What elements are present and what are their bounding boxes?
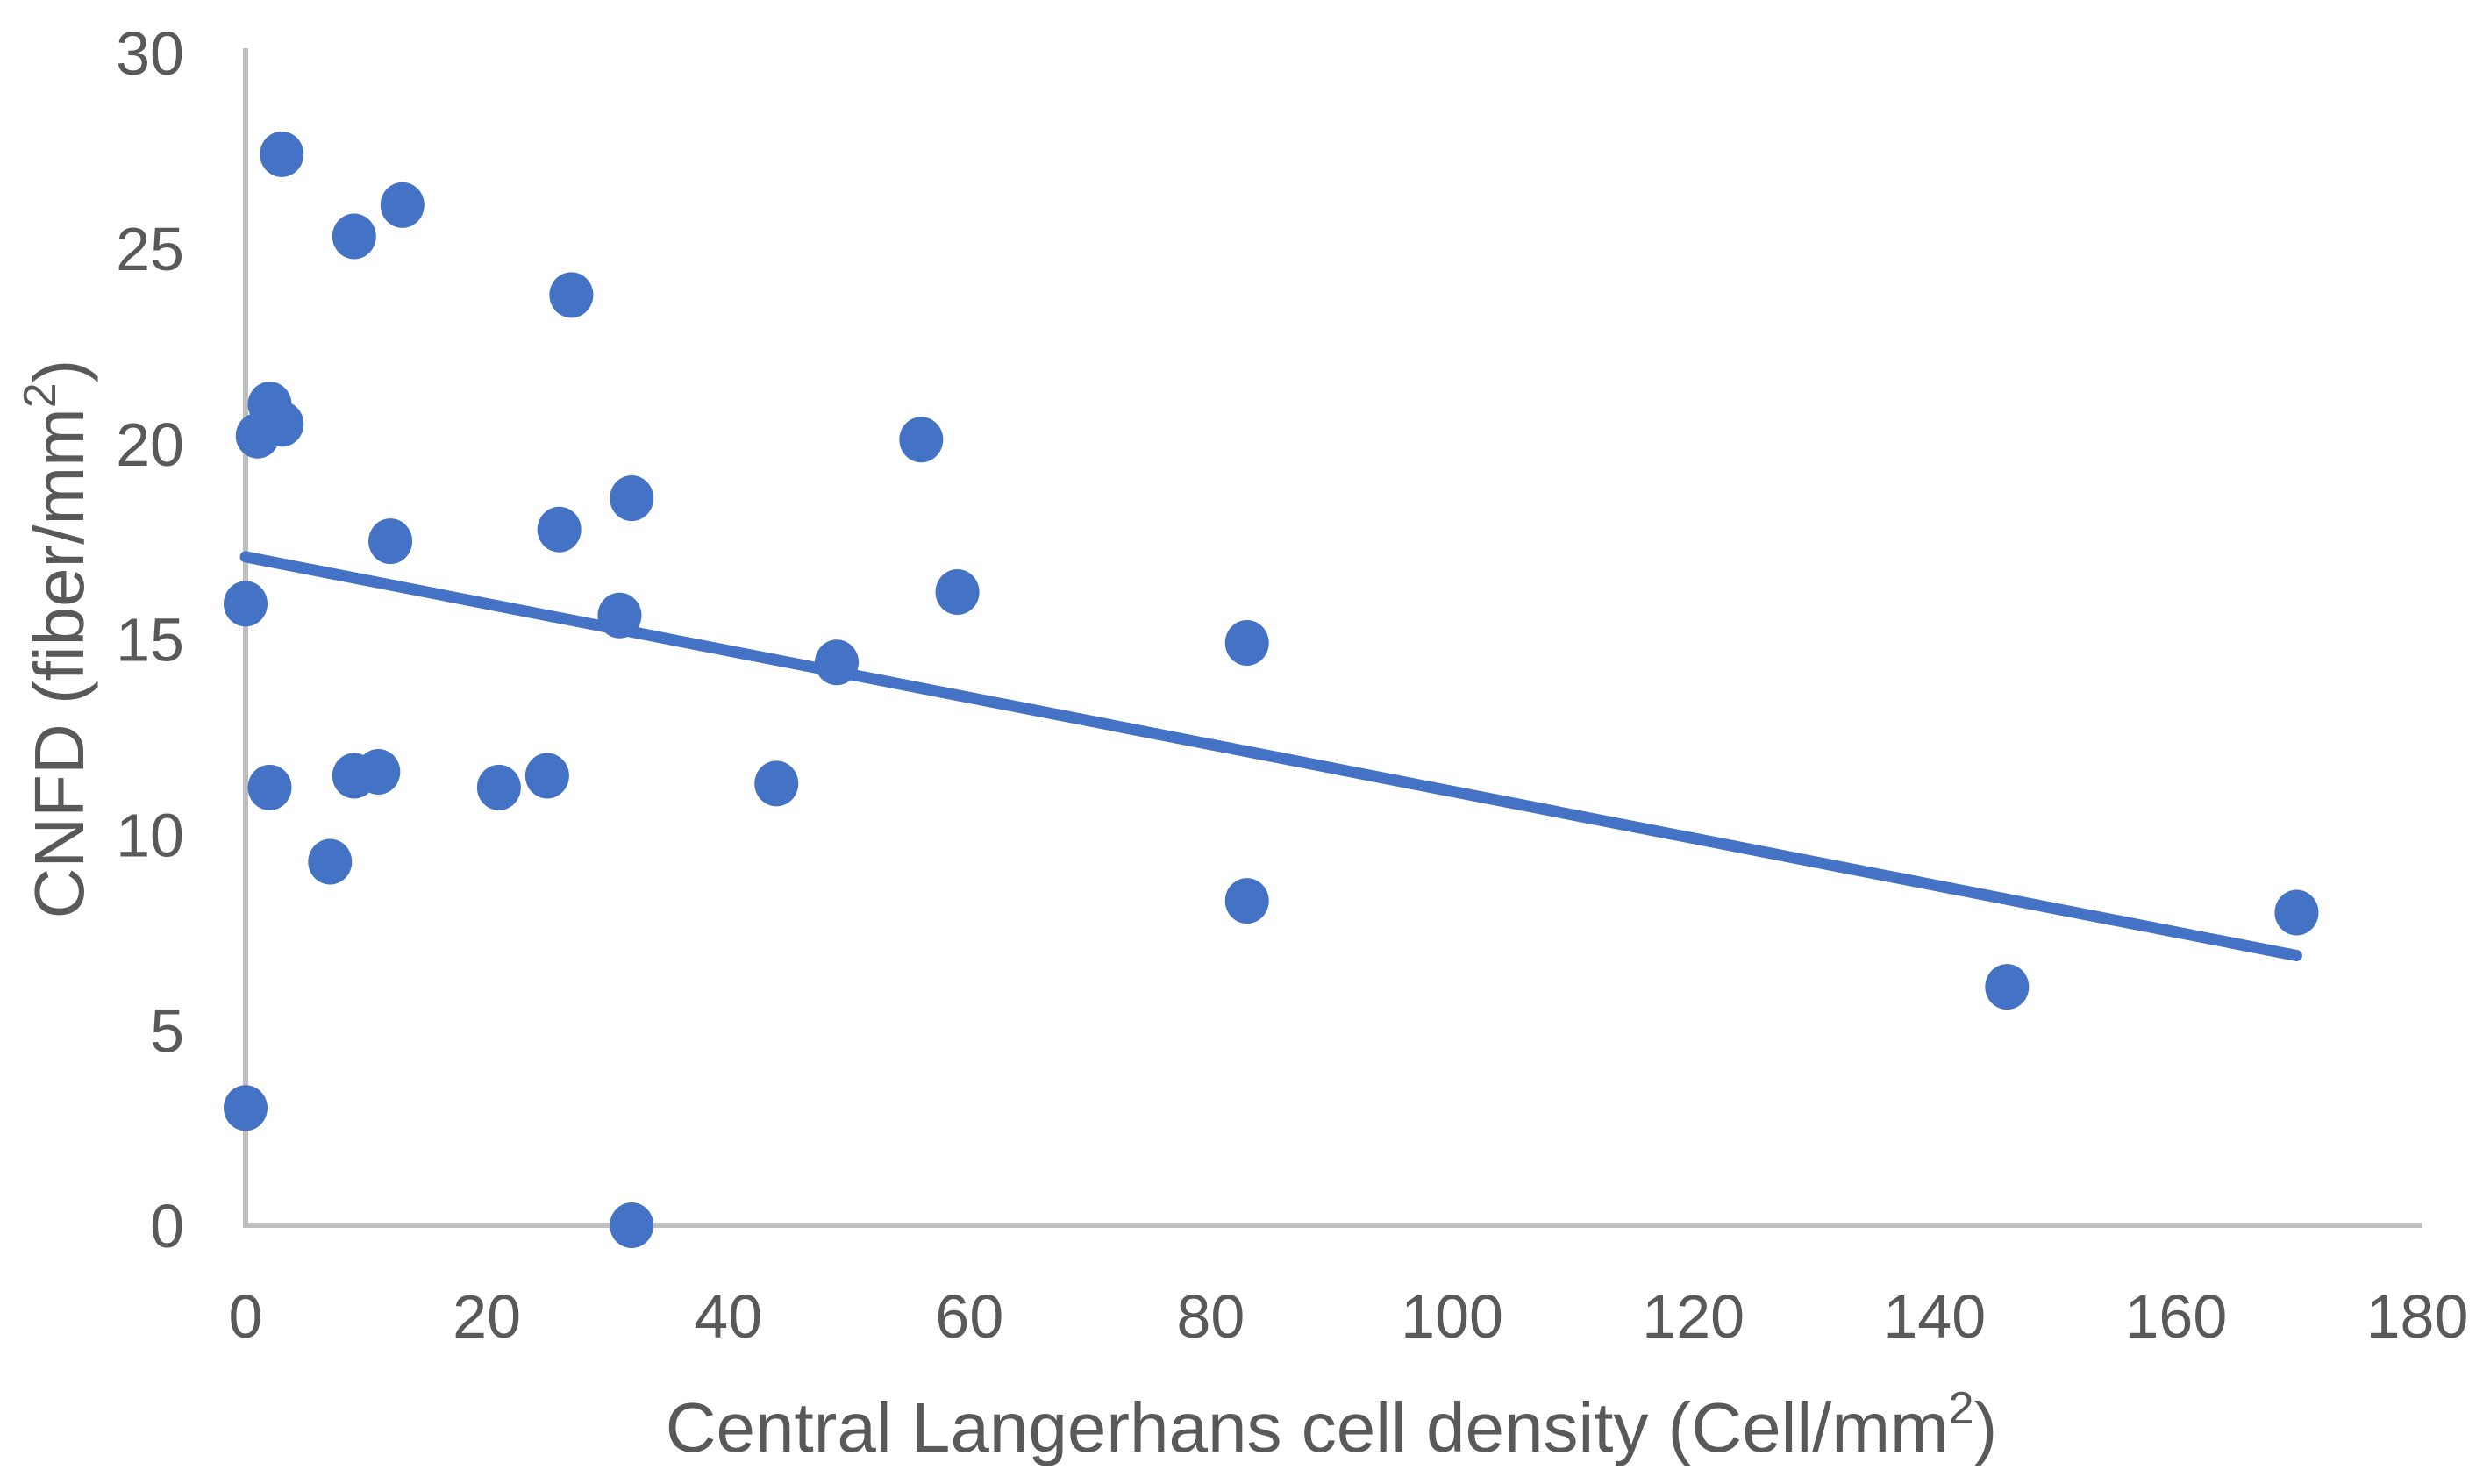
data-point [247,764,292,810]
y-axis-title: CNFD (fiber/mm2) [15,360,98,919]
data-point [899,417,944,463]
x-tick-label: 160 [2124,1282,2227,1351]
data-point [224,581,268,627]
data-point [356,749,401,796]
x-tick-label: 140 [1883,1282,1986,1351]
x-tick-label: 60 [935,1282,1003,1351]
trend-line [239,551,2302,961]
x-tick-label: 120 [1642,1282,1745,1351]
data-point [537,506,582,553]
x-tick-label: 40 [694,1282,762,1351]
x-axis-title: Central Langerhans cell density (Cell/mm… [666,1383,1997,1466]
data-point [2274,889,2319,936]
y-tick-label: 20 [116,410,184,479]
data-point [332,213,376,260]
data-point [754,760,799,807]
data-point [308,838,353,885]
data-point [224,1085,268,1131]
x-tick-label: 20 [453,1282,521,1351]
data-point [610,1202,654,1248]
x-tick-label: 100 [1401,1282,1503,1351]
data-point [1224,619,1269,666]
data-point [380,182,425,228]
data-point [368,518,413,565]
data-point [1985,964,2030,1010]
y-tick-label: 15 [116,606,184,674]
data-point [1224,878,1269,924]
y-tick-label: 5 [150,996,184,1065]
x-tick-label: 180 [2366,1282,2469,1351]
data-point [476,764,521,810]
data-point [610,475,654,522]
data-point [549,272,594,318]
data-point [524,753,569,799]
x-tick-label: 0 [229,1282,263,1351]
y-tick-label: 30 [116,19,184,88]
data-point [235,412,280,459]
data-point [260,131,304,177]
x-tick-label: 80 [1177,1282,1245,1351]
data-point [935,569,980,616]
y-tick-label: 10 [116,802,184,870]
y-tick-label: 25 [116,215,184,283]
y-tick-label: 0 [150,1192,184,1260]
